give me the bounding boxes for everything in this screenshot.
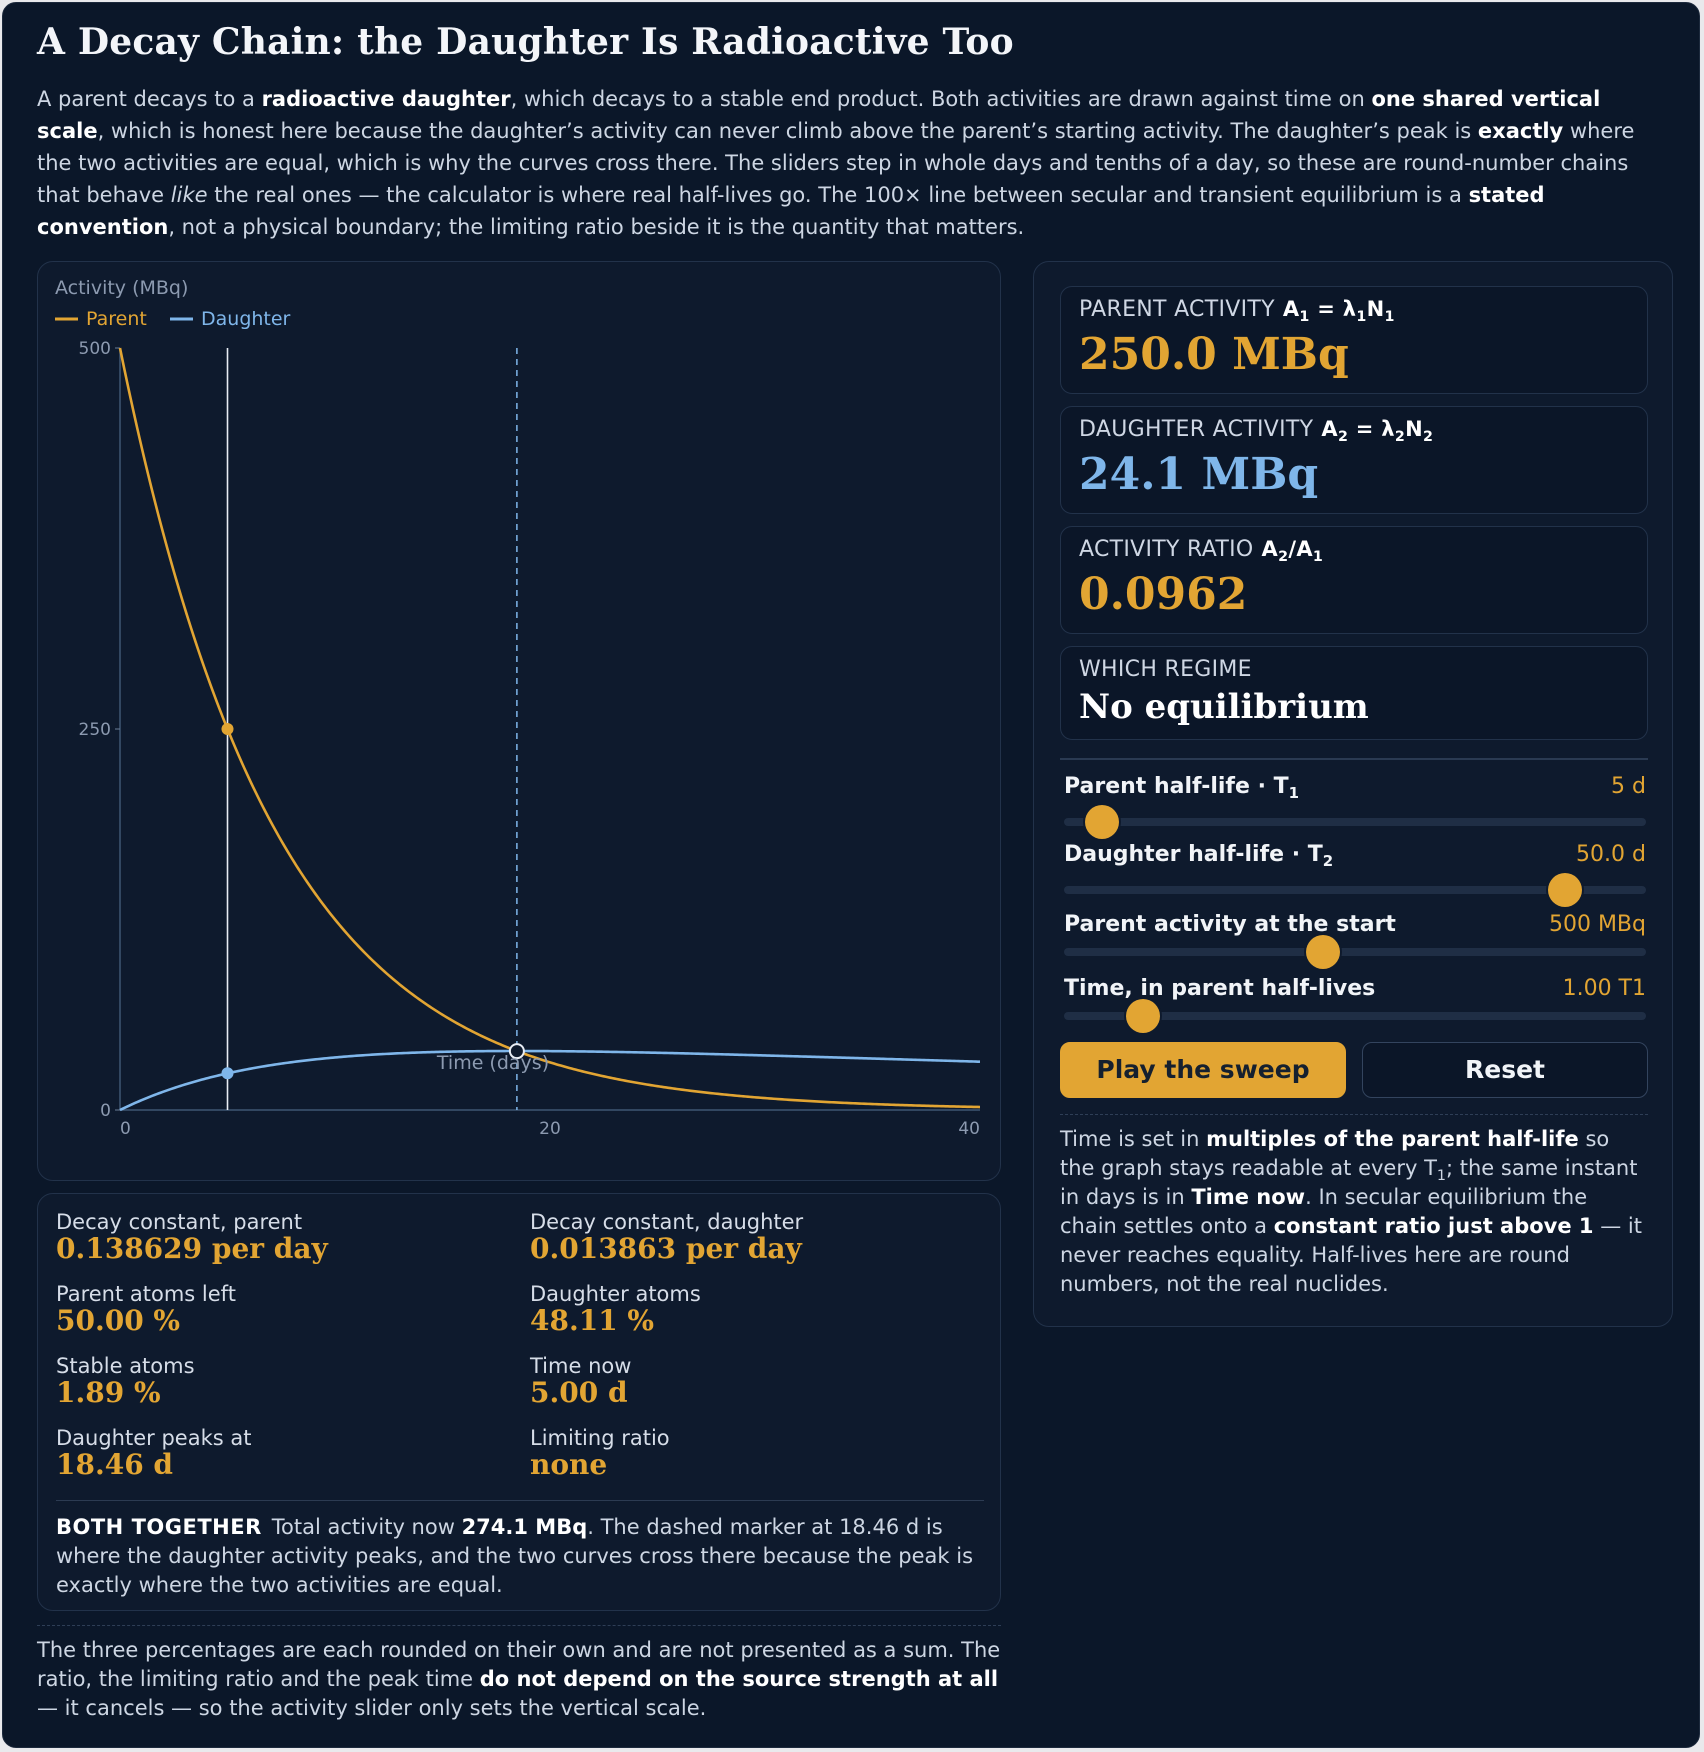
stat-time-now: Time now 5.00 d	[530, 1354, 631, 1408]
stat-label: Daughter atoms	[530, 1282, 701, 1306]
card-caption: ACTIVITY RATIO A2/A1	[1079, 537, 1324, 565]
peak-crossing-point	[508, 1043, 525, 1060]
parent-activity-value: 250.0 MBq	[1079, 329, 1349, 380]
slider-thumb[interactable]	[1125, 999, 1160, 1033]
stat-value: 50.00 %	[56, 1304, 181, 1337]
both-together-tag: BOTH TOGETHER	[56, 1515, 262, 1539]
stat-stable-atoms: Stable atoms 1.89 %	[56, 1354, 195, 1408]
reset-button[interactable]: Reset	[1362, 1042, 1648, 1098]
stat-label: Limiting ratio	[530, 1426, 670, 1450]
stat-label: Daughter peaks at	[56, 1426, 252, 1450]
legend-label-daughter: Daughter	[201, 308, 291, 330]
y-tick-label: 0	[100, 1101, 111, 1121]
slider-time[interactable]: Time, in parent half-lives 1.00 T1	[1064, 976, 1646, 1036]
stat-value: 5.00 d	[530, 1376, 628, 1409]
slider-thumb[interactable]	[1547, 873, 1582, 907]
stat-value: 48.11 %	[530, 1304, 655, 1337]
stats-panel: Decay constant, parent 0.138629 per day …	[37, 1193, 1001, 1611]
stat-limiting-ratio: Limiting ratio none	[530, 1426, 670, 1480]
stat-value: none	[530, 1448, 608, 1481]
slider-value: 500 MBq	[1548, 912, 1646, 937]
stat-value: 0.138629 per day	[56, 1232, 328, 1265]
slider-value: 5 d	[1611, 774, 1646, 799]
parent-activity-card: PARENT ACTIVITY A1 = λ1N1 250.0 MBq	[1060, 286, 1648, 394]
slider-track[interactable]	[1064, 935, 1646, 969]
stat-label: Time now	[530, 1354, 632, 1378]
stat-value: 1.89 %	[56, 1376, 161, 1409]
chart-marks	[118, 347, 981, 1112]
axes: 0 250 500 0 20 40	[79, 339, 980, 1139]
regime-card: WHICH REGIME No equilibrium	[1060, 646, 1648, 740]
stat-value: 0.013863 per day	[530, 1232, 802, 1265]
activity-ratio-card: ACTIVITY RATIO A2/A1 0.0962	[1060, 526, 1648, 634]
series-line-parent	[118, 347, 981, 1109]
card-caption: PARENT ACTIVITY A1 = λ1N1	[1079, 297, 1395, 325]
activity-chart: Activity (MBq) Parent Daughter 0 250 500 0 2…	[55, 277, 981, 1139]
stat-label: Parent atoms left	[56, 1282, 236, 1306]
stat-label: Stable atoms	[56, 1354, 195, 1378]
legend-label-parent: Parent	[86, 308, 147, 330]
stat-label: Decay constant, daughter	[530, 1210, 804, 1234]
stat-daughter-atoms: Daughter atoms 48.11 %	[530, 1282, 701, 1336]
slider-track[interactable]	[1064, 805, 1646, 839]
activity-ratio-value: 0.0962	[1079, 569, 1248, 620]
slider-start-activity[interactable]: Parent activity at the start 500 MBq	[1064, 912, 1646, 972]
y-axis-label: Activity (MBq)	[55, 277, 188, 299]
stat-daughter-peak: Daughter peaks at 18.46 d	[56, 1426, 251, 1480]
slider-label: Parent half-life · T1	[1064, 774, 1300, 803]
stat-decay-parent: Decay constant, parent 0.138629 per day	[56, 1210, 328, 1264]
slider-thumb[interactable]	[1305, 935, 1340, 969]
footnote: The three percentages are each rounded o…	[37, 1625, 1001, 1723]
legend: Parent Daughter	[55, 308, 291, 330]
slider-thumb[interactable]	[1084, 805, 1119, 839]
stat-value: 18.46 d	[56, 1448, 174, 1481]
both-together-summary: BOTH TOGETHER Total activity now 274.1 MB…	[56, 1500, 984, 1600]
slider-track[interactable]	[1064, 999, 1646, 1033]
regime-value: No equilibrium	[1079, 687, 1369, 727]
x-tick-label: 40	[958, 1119, 980, 1139]
play-sweep-button[interactable]: Play the sweep	[1060, 1042, 1346, 1098]
slider-label: Parent activity at the start	[1064, 912, 1396, 937]
slider-daughter-half-life[interactable]: Daughter half-life · T2 50.0 d	[1064, 842, 1646, 907]
stat-parent-atoms-left: Parent atoms left 50.00 %	[56, 1282, 236, 1336]
chart-panel: Activity (MBq) Parent Daughter 0 250 500 0 2…	[37, 261, 1001, 1181]
slider-label: Time, in parent half-lives	[1064, 976, 1376, 1001]
slider-value: 1.00 T1	[1562, 976, 1646, 1001]
series-line-daughter	[119, 1049, 981, 1112]
x-tick-label: 0	[120, 1119, 131, 1139]
slider-label: Daughter half-life · T2	[1064, 842, 1334, 871]
slider-track[interactable]	[1064, 873, 1646, 907]
x-tick-label: 20	[539, 1119, 561, 1139]
controls-panel: PARENT ACTIVITY A1 = λ1N1 250.0 MBq DAUGH…	[1033, 261, 1673, 1327]
slider-value: 50.0 d	[1576, 842, 1646, 867]
daughter-activity-card: DAUGHTER ACTIVITY A2 = λ2N2 24.1 MBq	[1060, 406, 1648, 514]
parent-now-point	[221, 723, 234, 735]
stat-label: Decay constant, parent	[56, 1210, 303, 1234]
card-caption: WHICH REGIME	[1079, 657, 1252, 682]
page-title: A Decay Chain: the Daughter Is Radioacti…	[37, 21, 1014, 63]
y-tick-label: 500	[79, 339, 111, 359]
divider	[1060, 758, 1648, 760]
stat-decay-daughter: Decay constant, daughter 0.013863 per da…	[530, 1210, 803, 1264]
y-tick-label: 250	[79, 720, 111, 740]
x-axis-label: Time (days)	[436, 1052, 549, 1074]
side-note: Time is set in multiples of the parent h…	[1060, 1114, 1648, 1299]
intro-text: A parent decays to a radioactive daughte…	[37, 87, 1635, 239]
slider-parent-half-life[interactable]: Parent half-life · T1 5 d	[1064, 774, 1646, 839]
daughter-activity-value: 24.1 MBq	[1079, 449, 1319, 500]
card-caption: DAUGHTER ACTIVITY A2 = λ2N2	[1079, 417, 1434, 445]
daughter-now-point	[221, 1067, 234, 1080]
